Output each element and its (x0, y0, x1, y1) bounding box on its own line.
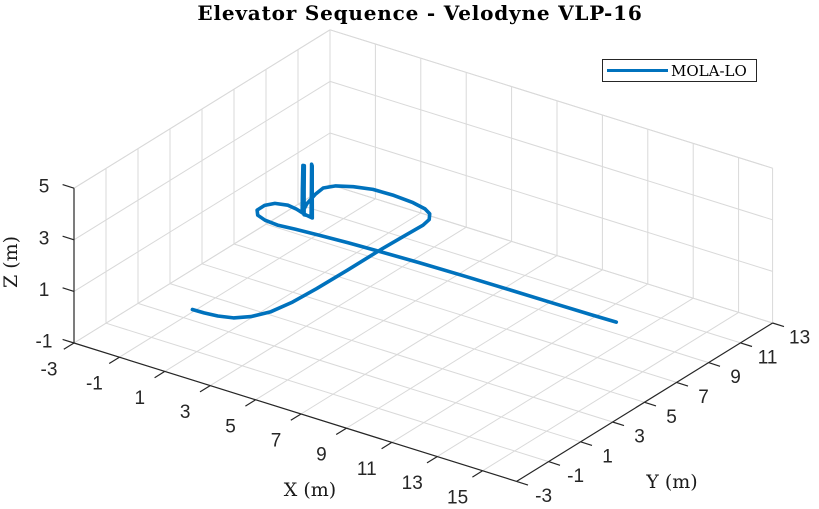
y-axis-line (516, 322, 773, 482)
grid-line (137, 302, 581, 443)
grid-line (73, 184, 331, 344)
x-axis-tick (472, 470, 483, 478)
legend-line-sample (607, 68, 668, 73)
y-axis-tick (548, 461, 561, 466)
x-axis-tick (63, 342, 75, 350)
y-axis-tick (772, 322, 785, 328)
x-axis-tick (290, 413, 302, 421)
grid-line (329, 80, 773, 221)
y-axis-tick (676, 381, 689, 387)
grid-line (73, 80, 331, 241)
axis-lines (73, 188, 773, 482)
z-axis-label: Z (m) (0, 235, 22, 289)
y-axis-tick (644, 401, 657, 407)
y-axis-tick (516, 480, 529, 486)
grid-line (329, 132, 773, 272)
trajectory-line-mola-lo (190, 162, 619, 324)
y-axis-tick (708, 362, 721, 367)
x-axis-tick (335, 427, 347, 436)
trajectory-group (190, 162, 619, 324)
z-tick-label: 3 (39, 228, 50, 249)
y-axis-label: Y (m) (646, 471, 698, 493)
y-tick-label: 11 (758, 347, 778, 368)
x-tick-label: 3 (180, 402, 191, 423)
x-axis-tick (426, 456, 438, 464)
x-axis-tick (245, 399, 256, 407)
y-tick-label: 13 (789, 328, 810, 349)
grid-line (201, 263, 645, 403)
grid-lines (73, 29, 774, 482)
y-axis-tick (612, 421, 625, 427)
grid-line (169, 283, 613, 423)
x-tick-label: 15 (447, 487, 468, 508)
y-tick-label: -1 (567, 466, 584, 487)
box-edge (73, 29, 331, 189)
x-axis-tick (381, 441, 393, 450)
z-axis-tick (62, 287, 75, 292)
y-tick-label: -3 (535, 486, 552, 507)
x-axis-label: X (m) (283, 479, 337, 501)
y-axis-tick (740, 342, 753, 348)
z-axis-tick (62, 235, 75, 241)
x-tick-label: 9 (316, 445, 327, 466)
x-tick-label: 1 (135, 388, 146, 409)
box-edge (329, 29, 773, 169)
x-tick-label: 5 (225, 416, 236, 437)
y-axis-tick (580, 441, 593, 446)
x-axis-tick (154, 370, 166, 379)
z-tick-label: 5 (39, 177, 50, 198)
x-tick-label: 11 (357, 459, 377, 480)
grid-line (233, 243, 677, 383)
grid-line (105, 322, 549, 463)
y-tick-label: 5 (666, 407, 677, 428)
x-tick-label: 7 (271, 431, 282, 452)
z-tick-label: -1 (36, 332, 53, 353)
z-axis-tick (62, 184, 75, 189)
grid-line (297, 203, 741, 344)
y-tick-label: 9 (730, 367, 741, 388)
x-axis-tick (108, 356, 120, 365)
y-tick-label: 3 (634, 427, 645, 448)
z-axis-tick (62, 338, 75, 344)
y-tick-label: 7 (698, 387, 709, 408)
x-tick-label: 13 (402, 473, 423, 494)
legend-box: MOLA-LO (602, 59, 757, 82)
grid-line (73, 132, 331, 292)
grid-line (265, 223, 709, 364)
y-tick-label: 1 (602, 446, 613, 467)
chart-title: Elevator Sequence - Velodyne VLP-16 (197, 1, 643, 25)
z-tick-label: 1 (39, 280, 50, 301)
grid-line (329, 184, 773, 324)
axis-ticks (62, 184, 785, 486)
x-axis-tick (199, 385, 211, 393)
x-tick-label: -1 (86, 374, 103, 395)
legend-entry-label: MOLA-LO (671, 61, 747, 80)
x-axis-line (73, 342, 517, 482)
x-tick-label: -3 (41, 360, 58, 381)
